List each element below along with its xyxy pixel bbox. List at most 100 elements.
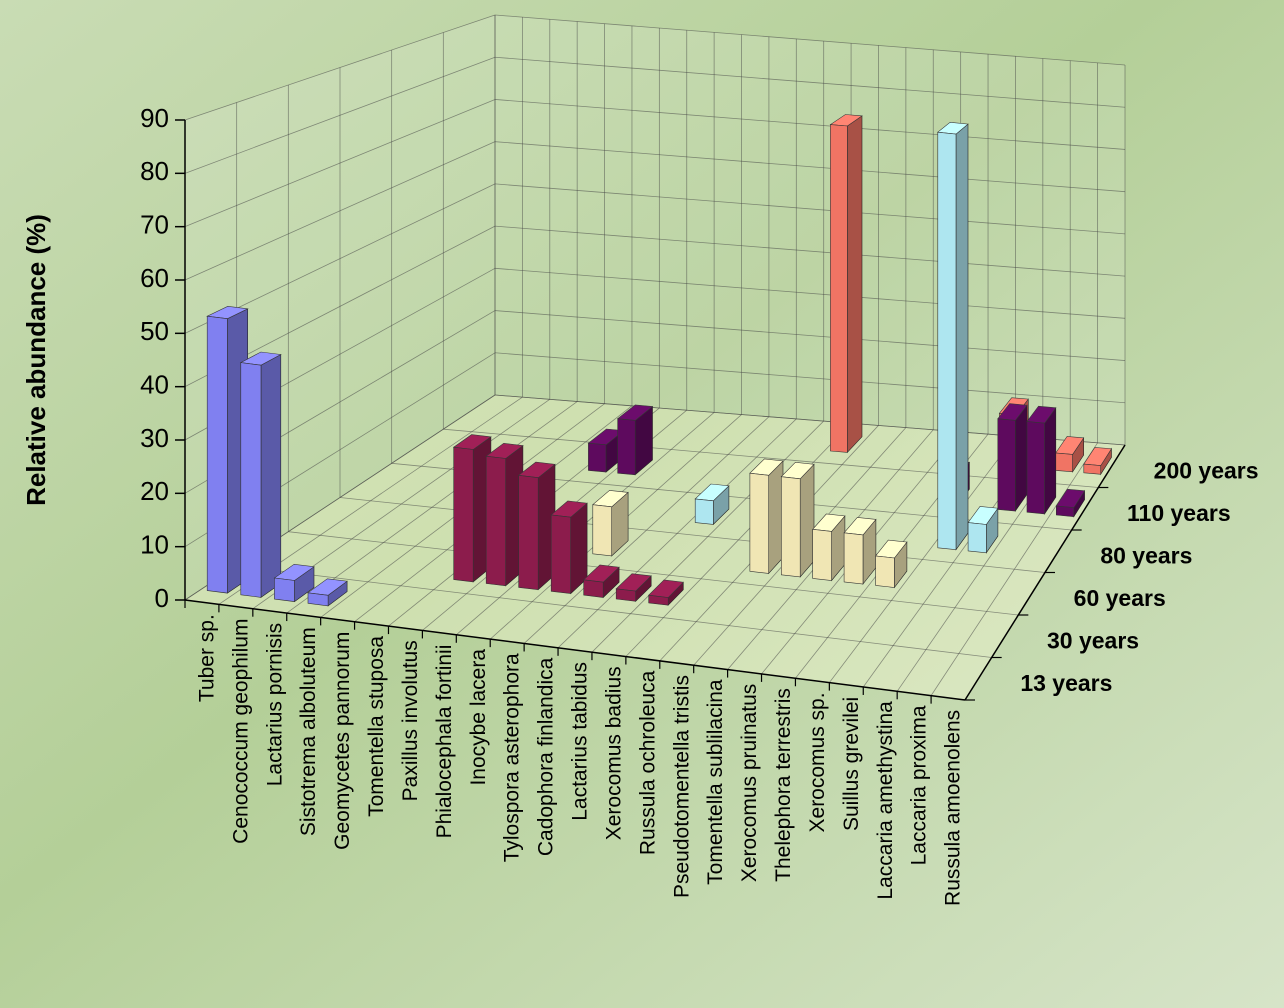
bar bbox=[452, 434, 492, 583]
x-tick-label: Cadophora finlandica bbox=[535, 657, 558, 856]
bar-front bbox=[307, 592, 329, 607]
bar-front bbox=[1056, 505, 1075, 518]
y-tick-label: 90 bbox=[140, 103, 169, 133]
bar bbox=[307, 578, 348, 607]
bar-side bbox=[1014, 404, 1028, 513]
x-tick-label: Paxillus involutus bbox=[399, 640, 422, 801]
bar-front bbox=[274, 577, 295, 602]
bar-front bbox=[967, 522, 987, 554]
bar-front bbox=[615, 588, 637, 602]
bar bbox=[1055, 436, 1085, 473]
bar bbox=[592, 490, 629, 557]
grid-line bbox=[494, 183, 1126, 235]
x-tick-label: Lactarius tabidus bbox=[569, 662, 592, 821]
x-tick-label: Xerocomus pruinatus bbox=[738, 684, 761, 882]
bar-side bbox=[260, 353, 282, 598]
bar-front bbox=[997, 418, 1016, 512]
bar-front bbox=[550, 514, 572, 594]
bar bbox=[1083, 447, 1113, 476]
floor-grid-line bbox=[236, 565, 992, 658]
grid-line bbox=[494, 56, 1126, 108]
x-tick-label: Suillus grevilei bbox=[840, 697, 863, 831]
bar bbox=[615, 573, 652, 603]
grid-line bbox=[184, 14, 496, 121]
x-tick-label: Laccaria proxima bbox=[908, 705, 931, 865]
y-tick-label: 70 bbox=[140, 210, 169, 240]
bar bbox=[517, 461, 556, 591]
x-tick-label: Russula ochroleuca bbox=[636, 670, 659, 855]
x-tick-label: Geomycetes pannorum bbox=[331, 632, 354, 850]
x-tick-label: Tylospora asterophora bbox=[501, 653, 524, 862]
bar bbox=[875, 539, 908, 589]
bar-side bbox=[846, 115, 863, 454]
bar bbox=[967, 506, 999, 554]
bar bbox=[273, 563, 315, 603]
bar bbox=[843, 517, 877, 585]
bar-side bbox=[1044, 406, 1057, 515]
x-tick-label: Pseudotomentella tristis bbox=[670, 675, 693, 898]
y-tick-label: 30 bbox=[140, 423, 169, 453]
bar-front bbox=[1055, 452, 1073, 473]
series-label: 30 years bbox=[1047, 627, 1139, 653]
grid-line bbox=[494, 352, 1126, 404]
x-tick-label: Russula amoenolens bbox=[942, 710, 965, 906]
grid-line bbox=[494, 14, 1126, 66]
series-label: 80 years bbox=[1100, 542, 1192, 568]
y-tick-label: 80 bbox=[140, 156, 169, 186]
grid-line bbox=[494, 141, 1126, 193]
y-axis-title: Relative abundance (%) bbox=[21, 214, 51, 506]
series-label: 60 years bbox=[1074, 585, 1166, 611]
bar-side bbox=[768, 460, 784, 575]
x-tick-label: Xerocomus badius bbox=[602, 666, 625, 840]
y-tick-label: 40 bbox=[140, 370, 169, 400]
series-label: 13 years bbox=[1020, 670, 1112, 696]
bar-front bbox=[843, 532, 864, 585]
y-tick-label: 50 bbox=[140, 316, 169, 346]
bar-side bbox=[799, 463, 815, 578]
bar-front bbox=[749, 472, 770, 574]
floor bbox=[185, 395, 1125, 700]
bar bbox=[780, 461, 815, 578]
grid-line bbox=[184, 99, 496, 228]
x-tick-label: Tomentella sublilacina bbox=[704, 679, 727, 885]
bar bbox=[485, 442, 524, 587]
bar bbox=[997, 403, 1028, 513]
bar-front bbox=[588, 442, 607, 473]
bar-front bbox=[1083, 463, 1101, 475]
grid-line bbox=[184, 56, 496, 174]
x-tick-label: Tomentella stuposa bbox=[365, 636, 388, 817]
bar bbox=[648, 579, 684, 606]
grid-line bbox=[184, 141, 496, 281]
bar bbox=[694, 483, 730, 526]
x-tick-label: Xerocomus sp. bbox=[806, 692, 829, 832]
bar-front bbox=[648, 594, 669, 606]
bar-front bbox=[780, 476, 801, 578]
bar-front bbox=[583, 579, 604, 598]
x-tick-label: Thelephora terrestris bbox=[772, 688, 795, 882]
bar-front bbox=[240, 362, 262, 598]
bar-front bbox=[617, 418, 636, 476]
x-tick-label: Tuber sp. bbox=[196, 614, 219, 702]
bar bbox=[583, 564, 620, 599]
bar bbox=[1055, 488, 1086, 518]
bar-front bbox=[206, 315, 228, 594]
axis-line bbox=[184, 599, 966, 701]
bar bbox=[937, 121, 969, 551]
x-tick-label: Inocybe lacera bbox=[467, 649, 490, 786]
bar-front bbox=[812, 528, 832, 581]
bar bbox=[749, 458, 784, 575]
grid-line bbox=[494, 310, 1126, 361]
series-label: 200 years bbox=[1154, 457, 1259, 483]
y-tick-label: 20 bbox=[140, 476, 169, 506]
bar-front bbox=[1026, 421, 1045, 515]
bar-front bbox=[694, 498, 714, 525]
floor-grid-line bbox=[443, 428, 1099, 488]
bar-front bbox=[453, 446, 474, 583]
y-tick-label: 10 bbox=[140, 530, 169, 560]
x-tick-label: Sistotrema alboluteum bbox=[297, 627, 320, 836]
bar bbox=[1026, 405, 1057, 515]
x-tick-label: Lactarius pornisis bbox=[263, 623, 286, 786]
bar-front bbox=[937, 131, 957, 551]
bar-side bbox=[955, 123, 969, 551]
